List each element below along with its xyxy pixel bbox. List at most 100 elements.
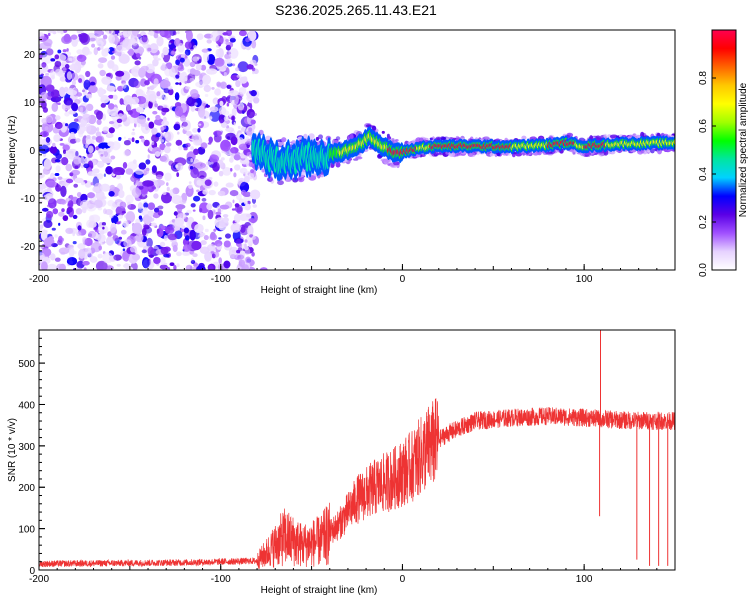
noise-blob — [56, 30, 62, 34]
noise-blob — [174, 92, 180, 101]
noise-blob — [97, 87, 104, 98]
noise-blob — [93, 199, 103, 209]
noise-blob — [234, 164, 241, 171]
noise-blob — [193, 195, 201, 202]
noise-blob — [141, 209, 150, 216]
noise-blob — [101, 222, 106, 226]
noise-blob — [183, 227, 189, 234]
noise-blob — [122, 162, 128, 169]
noise-blob — [198, 85, 203, 89]
spectrogram-y-tick-label: 20 — [24, 50, 36, 61]
noise-blob — [64, 64, 70, 69]
noise-blob — [99, 69, 106, 77]
noise-blob — [74, 177, 84, 184]
noise-blob — [39, 53, 43, 60]
noise-blob — [174, 106, 184, 117]
noise-blob — [211, 87, 215, 90]
noise-blob — [125, 211, 136, 223]
noise-blob — [108, 103, 115, 110]
noise-blob — [218, 114, 225, 124]
noise-blob — [55, 165, 61, 173]
noise-blob — [246, 108, 255, 119]
ridge-halo-blob — [331, 140, 339, 144]
noise-blob — [239, 225, 243, 228]
noise-blob — [180, 228, 185, 233]
noise-blob — [189, 229, 196, 241]
noise-blob — [73, 155, 82, 165]
noise-blob — [190, 68, 196, 75]
noise-blob — [163, 30, 172, 39]
noise-blob — [147, 210, 154, 217]
noise-blob — [190, 158, 194, 163]
noise-blob — [190, 89, 199, 98]
noise-blob — [223, 217, 229, 223]
snr-frame — [38, 329, 676, 571]
noise-blob — [164, 66, 168, 69]
snr-x-tick-label: 100 — [576, 574, 593, 585]
noise-blob — [70, 34, 78, 40]
noise-blob — [235, 67, 240, 72]
noise-blob — [103, 147, 107, 152]
noise-blob — [145, 159, 151, 165]
noise-blob — [182, 121, 188, 127]
noise-blob — [116, 263, 121, 267]
noise-blob — [173, 264, 177, 270]
noise-blob — [87, 145, 94, 154]
noise-blob — [247, 30, 257, 42]
noise-blob — [50, 253, 56, 261]
noise-blob — [125, 168, 134, 175]
noise-blob — [176, 204, 183, 213]
noise-blob — [96, 119, 102, 125]
noise-blob — [115, 70, 125, 77]
noise-blob — [40, 91, 48, 100]
noise-blob — [108, 127, 115, 134]
noise-blob — [190, 146, 195, 151]
noise-blob — [172, 244, 178, 252]
noise-blob — [223, 72, 227, 77]
noise-blob — [189, 61, 196, 68]
noise-blob — [215, 49, 220, 58]
ridge-halo-blob — [642, 149, 648, 155]
noise-blob — [199, 175, 205, 180]
noise-blob — [51, 102, 59, 112]
noise-blob — [213, 181, 219, 187]
noise-blob — [83, 79, 91, 90]
noise-blob — [66, 207, 73, 213]
noise-blob — [122, 30, 132, 38]
noise-blob — [120, 229, 127, 235]
noise-blob — [164, 226, 175, 234]
noise-blob — [204, 94, 209, 97]
noise-blob — [123, 149, 131, 157]
noise-blob — [102, 226, 105, 230]
noise-blob — [109, 184, 115, 190]
noise-blob — [164, 172, 172, 182]
noise-blob — [71, 102, 78, 112]
noise-blob — [152, 59, 159, 67]
noise-blob — [54, 173, 60, 176]
noise-blob — [122, 250, 130, 262]
noise-blob — [209, 154, 220, 163]
noise-blob — [138, 162, 147, 170]
noise-blob — [152, 110, 158, 115]
ridge-halo-blob — [371, 125, 377, 131]
noise-blob — [204, 228, 209, 233]
spectrogram-y-tick-label: -20 — [21, 242, 36, 253]
noise-blob — [163, 253, 170, 258]
noise-blob — [66, 71, 72, 80]
noise-blob — [105, 166, 113, 175]
noise-blob — [96, 161, 105, 168]
ridge-halo-blob — [482, 136, 490, 140]
ridge-halo-blob — [251, 163, 255, 167]
noise-blob — [97, 63, 104, 69]
noise-blob — [110, 155, 116, 160]
noise-blob — [55, 115, 61, 121]
noise-blob — [229, 157, 234, 163]
noise-blob — [132, 128, 135, 131]
noise-blob — [200, 64, 207, 71]
noise-blob — [82, 113, 91, 121]
noise-blob — [153, 78, 159, 87]
noise-blob — [239, 181, 250, 193]
noise-blob — [74, 165, 79, 169]
noise-blob — [122, 39, 129, 48]
noise-blob — [203, 235, 209, 241]
